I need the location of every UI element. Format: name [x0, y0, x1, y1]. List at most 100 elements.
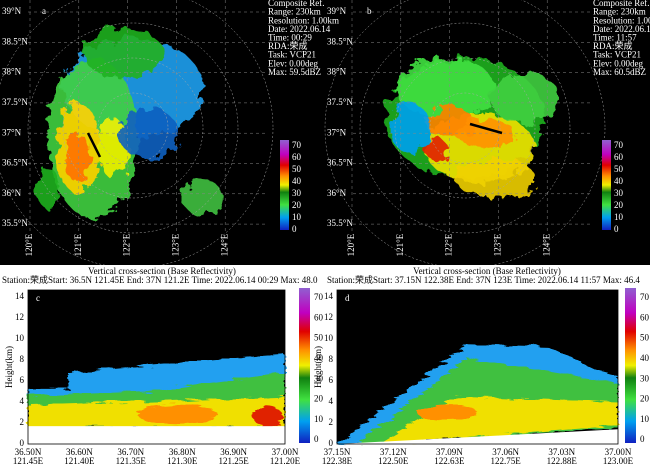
- x-tick-label: 121.25E: [218, 456, 249, 466]
- colorbar-label: 20: [292, 200, 302, 210]
- echo: [183, 180, 223, 216]
- info-line: Range: 230km: [593, 7, 646, 17]
- colorbar-label: 0: [640, 434, 645, 444]
- x-tick-label: 121.20E: [270, 456, 301, 466]
- lat-label: 37.5°N: [327, 97, 353, 107]
- section-echo: [337, 344, 618, 444]
- info-line: Elev: 0.00deg: [268, 58, 318, 68]
- lat-label: 38.5°N: [327, 36, 353, 46]
- colorbar-label: 60: [614, 152, 624, 162]
- colorbar-label: 10: [292, 212, 302, 222]
- x-tick-label: 122.50E: [378, 456, 409, 466]
- info-line: Max: 59.5dBZ: [268, 67, 321, 77]
- info-line: Task: VCP21: [593, 50, 641, 60]
- colorbar-label: 30: [292, 188, 302, 198]
- lon-label: 123°E: [492, 233, 502, 256]
- info-line: Resolution: 1.00km: [593, 15, 650, 25]
- echo: [66, 133, 90, 183]
- panel-label: d: [345, 293, 350, 303]
- colorbar-label: 70: [314, 292, 324, 302]
- lat-label: 38°N: [327, 67, 347, 77]
- station-line: Station:荣成Start: 36.5N 121.45E End: 37N …: [2, 274, 318, 285]
- y-tick-label: 8: [329, 354, 334, 364]
- echo: [36, 168, 60, 208]
- lat-label: 36.5°N: [327, 158, 353, 168]
- x-tick-label: 36.70N: [117, 447, 144, 457]
- x-tick-label: 123.00E: [603, 456, 634, 466]
- lat-label: 37°N: [2, 127, 22, 137]
- echo-core: [417, 404, 477, 421]
- y-tick-label: 2: [20, 417, 25, 427]
- lon-label: 122°E: [122, 233, 132, 256]
- info-line: Resolution: 1.00km: [268, 15, 339, 25]
- lat-label: 35.5°N: [327, 218, 353, 228]
- ppi-panel: 39°N 38.5°N 38°N 37.5°N 37°N 36.5°N 36°N 35.5°N…: [0, 0, 339, 269]
- colorbar-label: 10: [640, 414, 650, 424]
- colorbar: [625, 288, 636, 443]
- colorbar-label: 40: [292, 176, 302, 186]
- y-tick-label: 2: [329, 417, 334, 427]
- colorbar-label: 60: [292, 152, 302, 162]
- lat-label: 36°N: [327, 188, 347, 198]
- x-tick-label: 37.00N: [605, 447, 632, 457]
- lat-label: 39°N: [327, 6, 347, 16]
- colorbar-label: 10: [314, 414, 324, 424]
- x-tick-label: 37.03N: [548, 447, 575, 457]
- info-line: Range: 230km: [268, 7, 321, 17]
- lon-label: 124°E: [219, 233, 229, 256]
- x-tick-label: 37.12N: [380, 447, 407, 457]
- lat-label: 37.5°N: [2, 97, 28, 107]
- y-tick-label: 0: [20, 438, 25, 448]
- echo: [423, 138, 447, 158]
- info-line: Composite Ref.: [268, 0, 325, 8]
- lat-label: 37°N: [327, 127, 347, 137]
- section-line: [469, 122, 503, 135]
- info-line: Date: 2022.06.14: [268, 24, 331, 34]
- below-beam: [28, 426, 285, 444]
- range-ring: [97, 92, 169, 164]
- section-line: [86, 132, 102, 158]
- echo: [83, 28, 163, 78]
- x-tick-label: 122.88E: [547, 456, 578, 466]
- x-tick-label: 36.50N: [15, 447, 42, 457]
- lat-label: 36.5°N: [2, 158, 28, 168]
- info-line: Max: 60.5dBZ: [593, 67, 646, 77]
- lon-label: 120°E: [346, 233, 356, 256]
- echo-core: [138, 404, 218, 425]
- y-axis-label: Height(km): [313, 346, 323, 388]
- x-tick-label: 121.45E: [13, 456, 44, 466]
- colorbar-label: 40: [614, 176, 624, 186]
- y-tick-label: 6: [20, 375, 25, 385]
- below-beam: [337, 429, 618, 444]
- colorbar-label: 30: [314, 373, 324, 383]
- range-ring: [62, 57, 204, 199]
- lat-label: 36°N: [2, 188, 22, 198]
- x-tick-label: 122.38E: [322, 456, 353, 466]
- echo-field: [36, 28, 223, 218]
- colorbar-label: 70: [292, 140, 302, 150]
- lon-label: 123°E: [170, 233, 180, 256]
- plot-frame: [27, 289, 286, 445]
- colorbar: [299, 288, 310, 443]
- colorbar-label: 60: [314, 312, 324, 322]
- y-tick-label: 12: [15, 312, 24, 322]
- range-ring: [359, 22, 571, 234]
- y-tick-label: 0: [329, 438, 334, 448]
- section-panel: Vertical cross-section (Base Reflectivit…: [313, 265, 650, 467]
- echo: [390, 103, 430, 153]
- y-tick-label: 14: [324, 291, 334, 301]
- panel-label: b: [367, 6, 372, 16]
- colorbar-label: 50: [614, 164, 624, 174]
- colorbar-label: 20: [640, 394, 650, 404]
- echo-core: [253, 406, 283, 427]
- echo: [455, 158, 535, 198]
- section-title: Vertical cross-section (Base Reflectivit…: [88, 266, 236, 276]
- y-tick-label: 4: [329, 396, 334, 406]
- colorbar-label: 0: [292, 224, 297, 234]
- info-line: Composite Ref.: [593, 0, 650, 8]
- y-tick-label: 10: [15, 333, 25, 343]
- panel-label: c: [36, 293, 40, 303]
- x-tick-label: 122.63E: [434, 456, 465, 466]
- lat-label: 39°N: [2, 6, 22, 16]
